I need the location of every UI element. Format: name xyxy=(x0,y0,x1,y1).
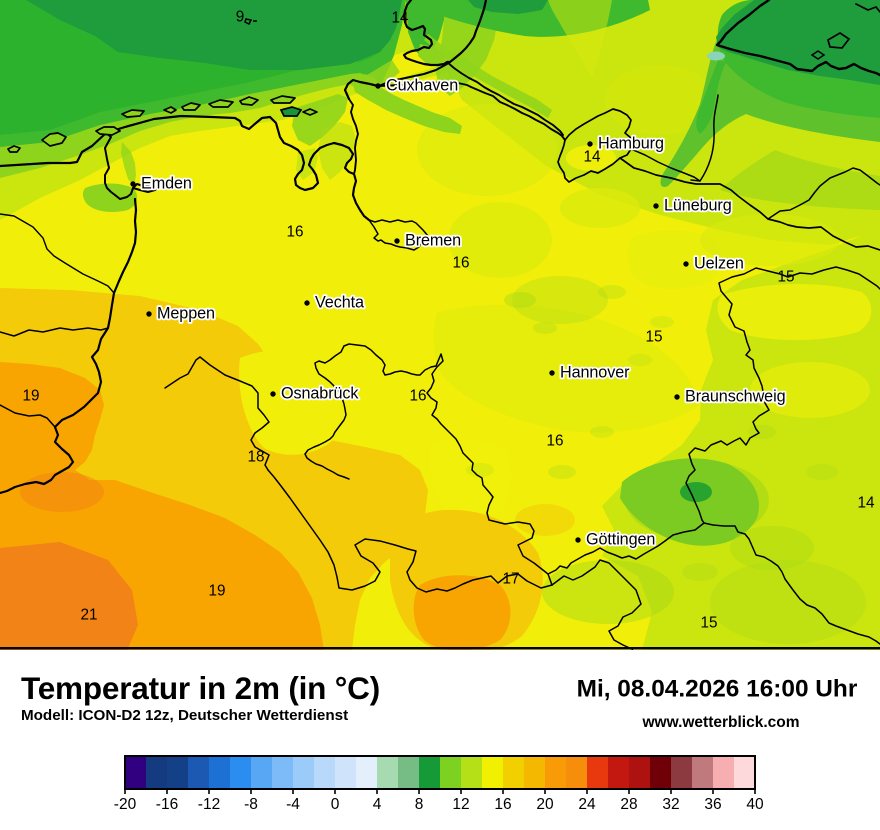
svg-text:-20: -20 xyxy=(114,796,137,813)
svg-text:16: 16 xyxy=(546,433,563,450)
svg-text:Lüneburg: Lüneburg xyxy=(664,197,732,215)
svg-text:19: 19 xyxy=(22,388,39,405)
svg-text:8: 8 xyxy=(415,796,424,813)
svg-text:Emden: Emden xyxy=(141,175,192,193)
svg-text:24: 24 xyxy=(578,796,596,813)
svg-text:Hannover: Hannover xyxy=(560,364,630,382)
svg-text:36: 36 xyxy=(704,796,721,813)
svg-text:9: 9 xyxy=(236,9,245,26)
svg-text:40: 40 xyxy=(746,796,764,813)
svg-text:Uelzen: Uelzen xyxy=(694,255,744,273)
svg-text:Vechta: Vechta xyxy=(315,294,364,312)
svg-text:Hamburg: Hamburg xyxy=(598,135,664,153)
svg-text:20: 20 xyxy=(536,796,554,813)
svg-text:-4: -4 xyxy=(286,796,300,813)
svg-text:Modell: ICON-D2 12z, Deutscher: Modell: ICON-D2 12z, Deutscher Wetterdie… xyxy=(21,707,348,724)
svg-text:Cuxhaven: Cuxhaven xyxy=(386,77,458,95)
svg-text:19: 19 xyxy=(208,583,225,600)
svg-text:14: 14 xyxy=(857,495,875,512)
svg-text:-12: -12 xyxy=(198,796,220,813)
svg-text:16: 16 xyxy=(494,796,511,813)
svg-text:Osnabrück: Osnabrück xyxy=(281,385,359,403)
svg-text:12: 12 xyxy=(452,796,469,813)
svg-text:18: 18 xyxy=(247,449,264,466)
svg-text:16: 16 xyxy=(409,388,426,405)
svg-text:Göttingen: Göttingen xyxy=(586,531,655,549)
svg-text:15: 15 xyxy=(645,329,662,346)
svg-text:www.wetterblick.com: www.wetterblick.com xyxy=(641,714,799,731)
svg-text:4: 4 xyxy=(373,796,382,813)
svg-text:16: 16 xyxy=(286,224,303,241)
svg-text:28: 28 xyxy=(620,796,637,813)
svg-text:15: 15 xyxy=(700,615,717,632)
svg-text:Bremen: Bremen xyxy=(405,232,461,250)
svg-text:14: 14 xyxy=(583,149,601,166)
svg-text:Braunschweig: Braunschweig xyxy=(685,388,785,406)
svg-text:32: 32 xyxy=(662,796,679,813)
svg-text:-16: -16 xyxy=(156,796,178,813)
svg-text:-8: -8 xyxy=(244,796,258,813)
svg-text:15: 15 xyxy=(777,269,794,286)
svg-text:Mi, 08.04.2026 16:00 Uhr: Mi, 08.04.2026 16:00 Uhr xyxy=(577,676,858,703)
svg-text:Temperatur in 2m (in °C): Temperatur in 2m (in °C) xyxy=(21,670,380,706)
svg-text:Meppen: Meppen xyxy=(157,305,215,323)
svg-text:17: 17 xyxy=(502,571,519,588)
svg-text:14: 14 xyxy=(391,10,409,27)
svg-text:0: 0 xyxy=(331,796,340,813)
svg-text:16: 16 xyxy=(452,255,469,272)
svg-text:21: 21 xyxy=(80,607,97,624)
